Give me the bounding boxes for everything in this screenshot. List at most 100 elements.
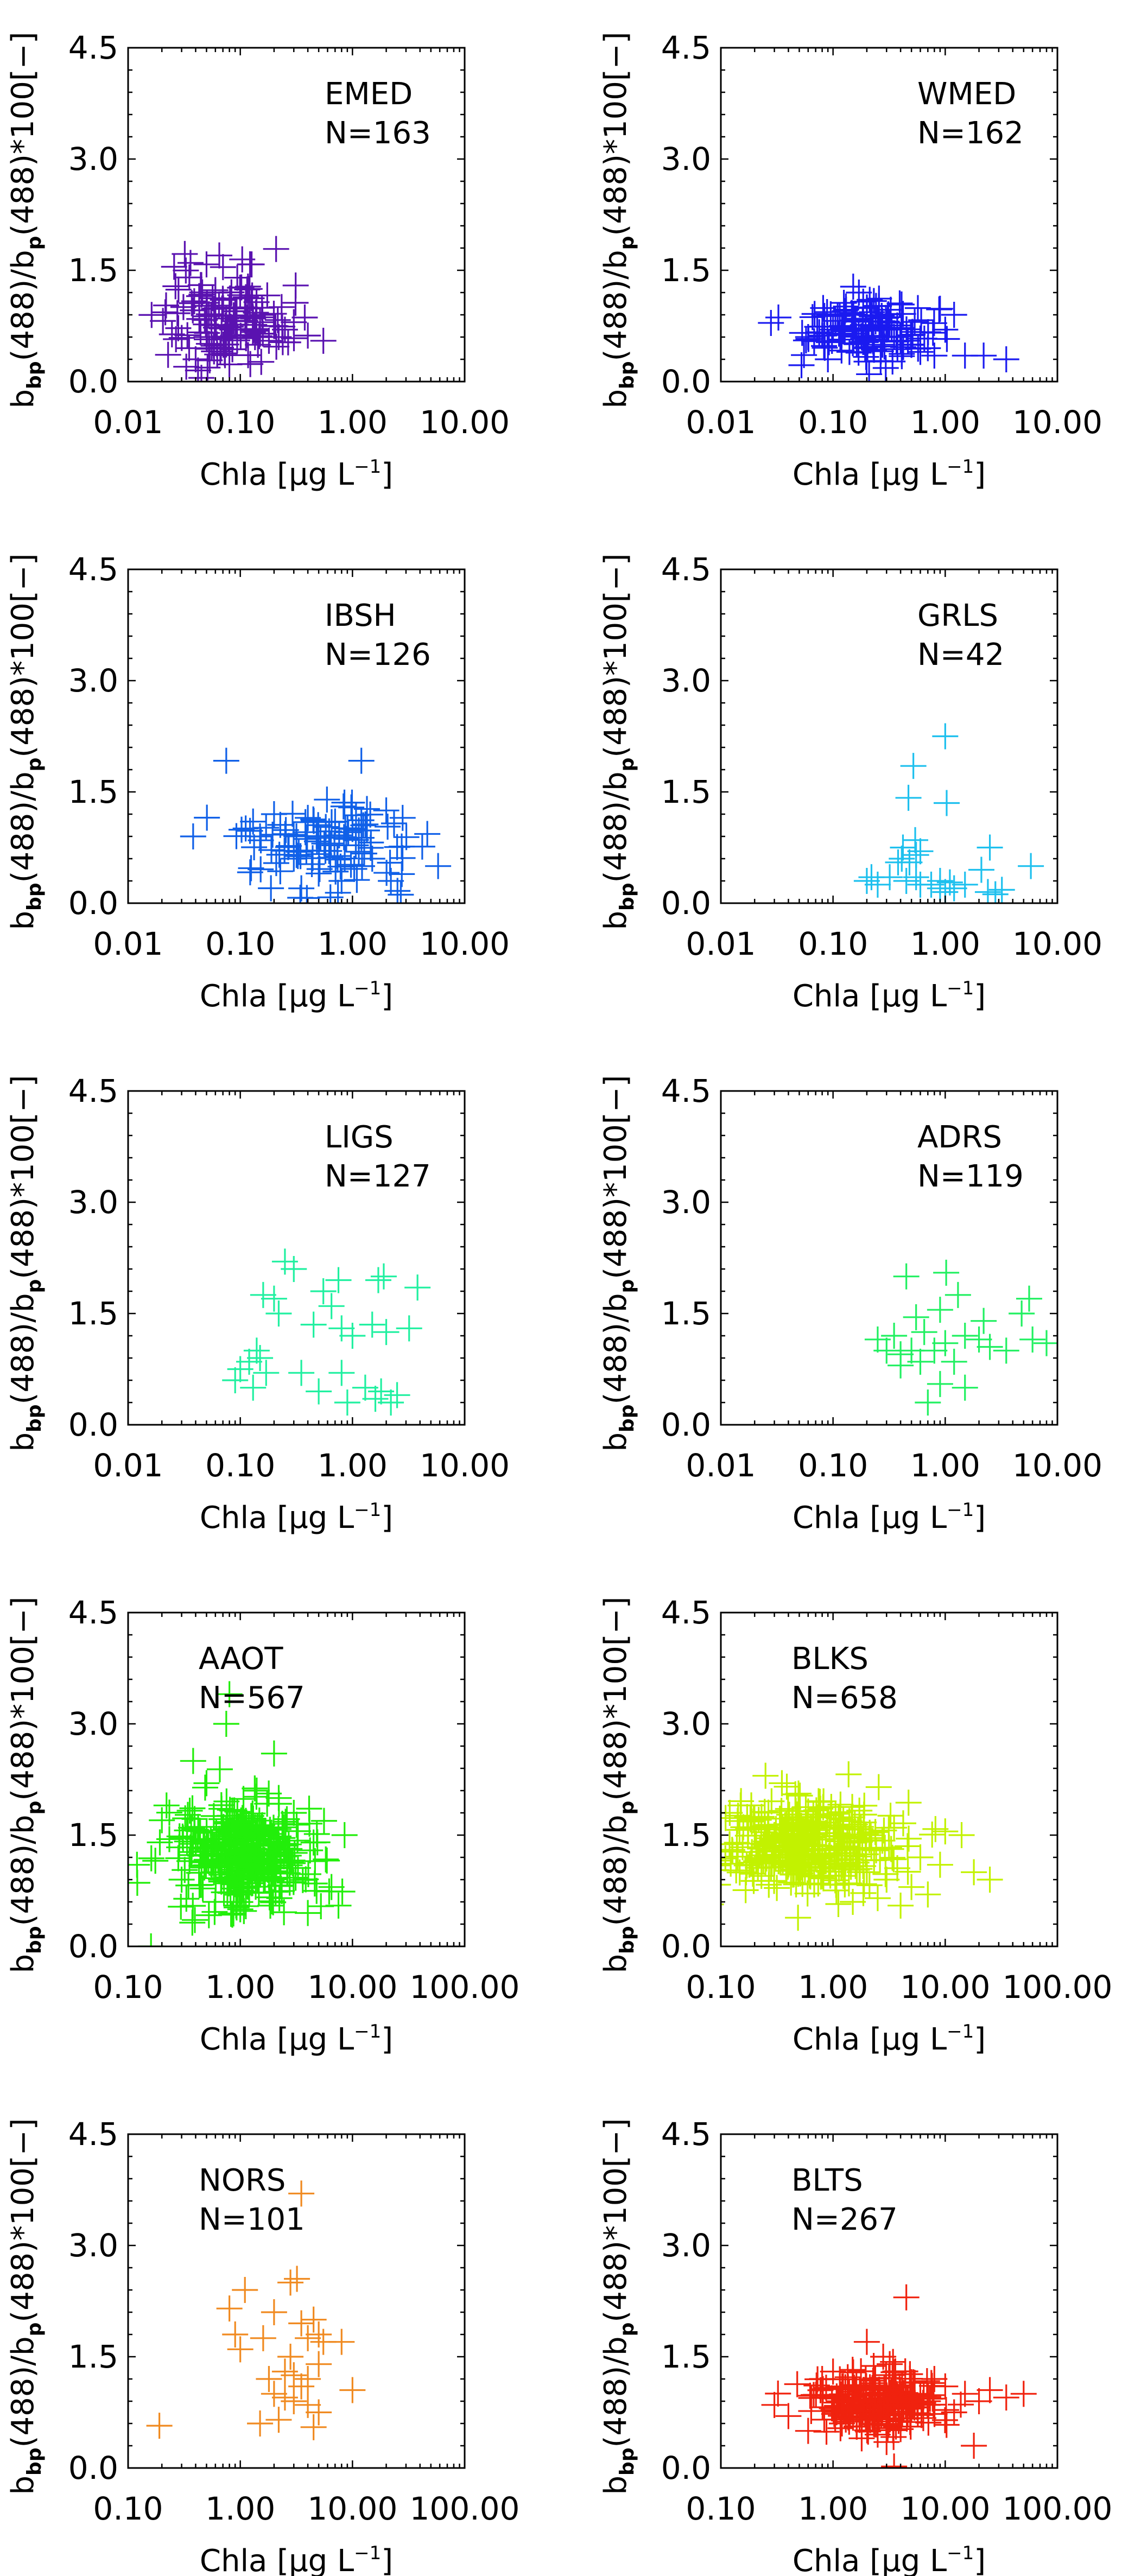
data-point xyxy=(902,827,929,853)
data-point xyxy=(881,2453,908,2468)
data-point xyxy=(831,318,857,345)
data-point xyxy=(227,275,253,301)
panel-blts: 0.0 1.5 3.0 4.5 0.10 1.00 10.00 100.00 Chla [μg … xyxy=(598,2116,1112,2576)
data-point xyxy=(861,2404,888,2431)
data-point xyxy=(210,287,236,313)
data-point xyxy=(339,816,366,842)
plot-frame xyxy=(720,2133,1058,2469)
data-point xyxy=(138,1845,164,1871)
panel-aaot: 0.0 1.5 3.0 4.5 0.10 1.00 10.00 100.00 Chla [μg … xyxy=(5,1594,519,2057)
data-point xyxy=(264,307,291,333)
panel-title: BLTS xyxy=(791,2163,863,2198)
x-tick-label: 0.10 xyxy=(93,2490,163,2527)
data-point xyxy=(952,1374,978,1401)
data-point xyxy=(173,353,200,380)
data-point xyxy=(825,1891,852,1917)
y-tick-label: 0.0 xyxy=(68,885,118,922)
data-point xyxy=(283,1811,310,1838)
data-point xyxy=(237,859,263,886)
data-point xyxy=(348,747,375,774)
y-tick-label: 1.5 xyxy=(661,1817,711,1854)
data-point xyxy=(277,2269,304,2296)
data-point xyxy=(845,2387,872,2413)
y-tick-label: 3.0 xyxy=(68,1705,118,1742)
data-point xyxy=(944,1281,971,1308)
y-tick-label: 3.0 xyxy=(661,1184,711,1221)
sample-count: N=162 xyxy=(917,116,1024,151)
y-axis-title: bbp(488)/bp(488)*100[−] xyxy=(598,1597,638,1974)
x-tick-label: 1.00 xyxy=(205,1969,275,2006)
data-point xyxy=(264,1836,290,1863)
y-tick-label: 1.5 xyxy=(661,252,711,289)
data-point xyxy=(163,326,189,352)
data-point xyxy=(921,2401,948,2427)
data-point xyxy=(1018,853,1044,879)
y-axis-title: bbp(488)/bp(488)*100[−] xyxy=(598,2118,638,2495)
panel-title: IBSH xyxy=(325,598,396,633)
data-point xyxy=(932,723,959,750)
data-point xyxy=(893,1263,920,1290)
data-point xyxy=(724,1829,750,1856)
y-tick-label: 0.0 xyxy=(68,2450,118,2486)
plot-frame xyxy=(127,1611,466,1947)
data-point xyxy=(250,2325,276,2351)
data-point xyxy=(932,1818,959,1845)
data-point xyxy=(169,1823,196,1850)
data-point xyxy=(245,1849,271,1875)
data-point xyxy=(233,1819,260,1846)
data-point xyxy=(851,2377,877,2403)
x-tick-label: 0.10 xyxy=(798,1447,868,1484)
y-tick-label: 4.5 xyxy=(68,1073,118,1109)
data-point xyxy=(265,324,292,350)
y-tick-label: 3.0 xyxy=(661,141,711,177)
sample-count: N=126 xyxy=(325,637,431,672)
data-point xyxy=(388,881,414,903)
data-point xyxy=(941,1348,967,1375)
data-point xyxy=(723,1857,750,1883)
x-tick-label: 1.00 xyxy=(910,925,980,962)
y-tick-label: 1.5 xyxy=(661,773,711,810)
data-point xyxy=(173,257,199,284)
x-tick-label: 0.01 xyxy=(686,925,756,962)
data-point xyxy=(1009,1300,1035,1327)
data-point xyxy=(894,1833,921,1860)
x-axis-title: Chla [μg L−1] xyxy=(793,1499,986,1536)
data-point xyxy=(853,868,880,894)
data-point xyxy=(288,2373,315,2400)
data-point xyxy=(222,2321,249,2347)
data-point xyxy=(922,1816,949,1842)
data-point xyxy=(888,2383,914,2409)
data-point xyxy=(941,302,967,328)
data-point xyxy=(208,1867,234,1893)
data-point xyxy=(202,280,229,306)
data-point xyxy=(271,1899,297,1926)
data-point xyxy=(921,2366,948,2392)
data-point xyxy=(933,1259,960,1286)
data-point xyxy=(880,2423,907,2450)
data-point xyxy=(241,1845,268,1871)
data-point xyxy=(840,1889,866,1915)
panel-title: GRLS xyxy=(917,598,998,633)
data-point xyxy=(832,2374,859,2401)
data-point xyxy=(153,292,179,319)
data-point xyxy=(873,316,900,343)
x-axis-title: Chla [μg L−1] xyxy=(200,1499,393,1536)
data-point xyxy=(283,823,310,849)
x-tick-label: 100.00 xyxy=(1003,2490,1113,2527)
x-axis-title: Chla [μg L−1] xyxy=(793,2021,986,2057)
data-point xyxy=(300,1311,327,1338)
data-point xyxy=(240,305,267,332)
y-tick-label: 4.5 xyxy=(661,551,711,588)
data-point xyxy=(853,1859,880,1886)
data-point xyxy=(241,834,268,861)
data-point xyxy=(787,1782,813,1809)
data-point xyxy=(188,272,214,299)
plot-frame xyxy=(720,47,1058,383)
x-tick-label: 1.00 xyxy=(798,2490,868,2527)
data-point xyxy=(885,849,911,875)
data-point xyxy=(261,2381,287,2407)
data-point xyxy=(758,1788,785,1814)
x-tick-label: 10.00 xyxy=(1012,404,1102,441)
data-point xyxy=(280,1869,307,1895)
